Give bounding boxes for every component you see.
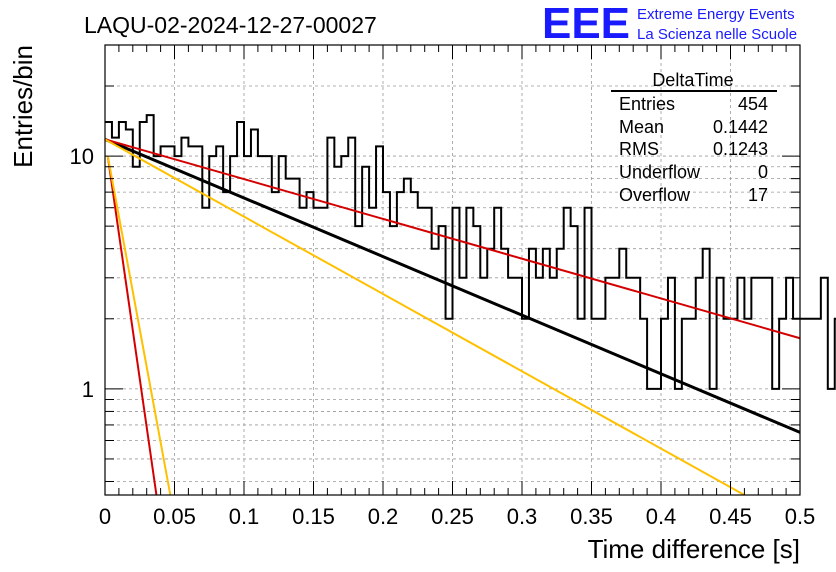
x-tick-label: 0.25: [431, 504, 474, 529]
x-tick-label: 0.3: [507, 504, 538, 529]
grid: [105, 45, 800, 495]
x-tick-labels: 0 0.05 0.1 0.15 0.2 0.25 0.3 0.35 0.4 0.45 0.5: [99, 504, 815, 529]
stats-value-mean: 0.1442: [713, 117, 768, 137]
y-tick-label: 1: [82, 377, 94, 402]
stats-title: DeltaTime: [652, 70, 733, 90]
fit-curves: [104, 137, 801, 496]
stats-value-underflow: 0: [758, 162, 768, 182]
stats-value-rms: 0.1243: [713, 139, 768, 159]
chart-title: LAQU-02-2024-12-27-00027: [84, 12, 377, 38]
logo-mark: EEE: [542, 0, 630, 48]
stats-box: DeltaTime Entries 454 Mean 0.1442 RMS 0.…: [611, 70, 777, 205]
x-tick-label: 0.5: [785, 504, 816, 529]
x-axis-label: Time difference [s]: [588, 534, 800, 564]
stats-label-entries: Entries: [619, 94, 675, 114]
fit-curve: [104, 138, 745, 496]
stats-value-overflow: 17: [748, 185, 768, 205]
x-tick-label: 0.35: [570, 504, 613, 529]
stats-value-entries: 454: [738, 94, 768, 114]
fit-curve: [104, 137, 801, 434]
x-tick-label: 0.4: [646, 504, 677, 529]
x-tick-label: 0.05: [153, 504, 196, 529]
stats-label-rms: RMS: [619, 139, 659, 159]
histogram-step: [105, 114, 836, 390]
stats-label-overflow: Overflow: [619, 185, 691, 205]
logo-line1: Extreme Energy Events: [637, 6, 795, 23]
x-tick-label: 0.15: [292, 504, 335, 529]
x-tick-label: 0.45: [709, 504, 752, 529]
y-tick-labels: 1 10: [70, 144, 94, 402]
x-tick-label: 0.1: [229, 504, 260, 529]
fit-curve: [106, 155, 158, 496]
stats-label-underflow: Underflow: [619, 162, 701, 182]
x-tick-label: 0.2: [368, 504, 399, 529]
y-axis-label: Entries/bin: [8, 45, 38, 168]
histogram: [105, 114, 836, 390]
logo-line2: La Scienza nelle Scuole: [637, 26, 797, 43]
eee-logo: EEE Extreme Energy Events La Scienza nel…: [542, 0, 797, 48]
stats-label-mean: Mean: [619, 117, 664, 137]
fit-curve: [106, 155, 172, 496]
y-tick-label: 10: [70, 144, 94, 169]
axis-ticks: [104, 45, 801, 495]
fit-curve: [104, 138, 801, 340]
x-tick-label: 0: [99, 504, 111, 529]
